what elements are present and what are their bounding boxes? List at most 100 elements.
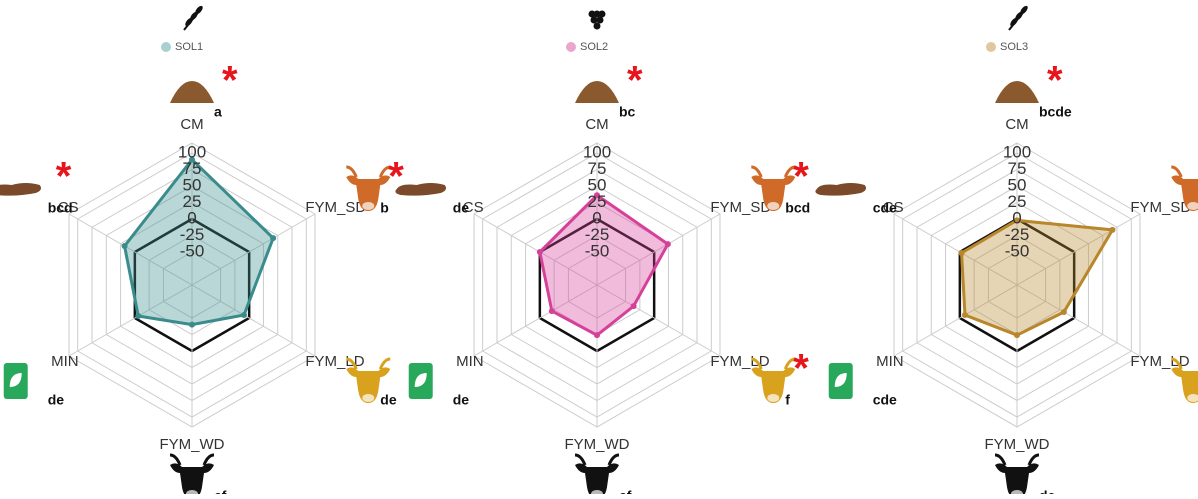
r-tick-label: 0 [1012,208,1021,227]
r-tick-label: 25 [1008,192,1027,211]
r-tick-label: -25 [1005,225,1030,244]
significance-mark: * [1047,59,1063,103]
significance-letter: b [380,200,389,216]
category-label: FYM_WD [565,436,630,453]
data-point [189,321,195,328]
icon [9,373,22,387]
category-label: FYM_WD [160,436,225,453]
significance-mark: * [793,155,809,199]
icon [995,463,1039,499]
icon [751,165,796,178]
category-label: CS [463,199,484,216]
icon [751,367,796,403]
data-point [536,249,543,255]
spoke [1016,284,1141,357]
category-label: MIN [51,353,79,370]
icon [346,175,391,211]
significance-letter: de [453,200,470,216]
icon [994,453,1040,466]
significance-mark: * [222,59,238,103]
significance-letter: de [48,392,65,408]
significance-letter: bcde [1039,104,1072,120]
legend-swatch [986,42,996,52]
r-tick-label: 0 [592,208,601,227]
r-tick-label: 50 [183,175,202,194]
icon [414,373,427,387]
icon [834,373,847,387]
data-point [1014,332,1020,339]
significance-letter: f [785,392,790,408]
data-point [664,241,671,248]
r-tick-label: 25 [588,192,607,211]
legend-swatch [161,42,171,52]
category-label: CS [883,199,904,216]
spoke [893,213,1018,286]
data-point [630,303,637,310]
r-tick-label: 50 [1008,175,1027,194]
icon [588,10,596,18]
data-point [1109,226,1116,233]
data-point [594,332,600,339]
icon [596,16,604,24]
data-point [1060,309,1067,316]
category-label: CM [1005,116,1028,133]
icon [598,10,606,18]
icon [346,357,391,370]
icon [593,10,601,18]
significance-letter: bcd [48,200,73,216]
spoke [893,284,1018,357]
spoke [596,284,721,357]
spoke [1016,213,1141,286]
icon [1171,357,1183,370]
legend-label: SOL2 [580,41,608,53]
significance-letter: ef [619,488,632,494]
icon [767,394,780,402]
icon [574,453,620,466]
significance-letter: ef [214,488,227,494]
icon [575,81,619,103]
category-label: FYM_SD [305,199,366,216]
data-point [241,312,248,319]
data-point [958,249,965,256]
category-label: FYM_SD [1130,199,1191,216]
category-label: FYM_LD [710,353,769,370]
icon [170,81,214,103]
category-label: CM [180,116,203,133]
r-tick-label: -50 [180,241,205,260]
data-point [1014,217,1020,224]
r-tick-label: 75 [1008,159,1027,178]
data-point [189,156,195,163]
icon [751,357,796,370]
r-tick-label: 100 [583,142,611,161]
icon [0,183,42,196]
data-point [594,192,600,199]
category-label: FYM_WD [985,436,1050,453]
significance-letter: de [453,392,470,408]
icon [1187,394,1198,402]
r-tick-label: -25 [585,225,610,244]
significance-mark: * [793,347,809,391]
r-tick-label: -50 [1005,241,1030,260]
spoke [68,213,193,286]
spoke [68,284,193,357]
data-point [135,313,142,320]
icon [1171,165,1183,178]
icon [1171,175,1198,211]
icon [362,202,375,210]
category-label: FYM_LD [1130,353,1189,370]
significance-letter: bcd [785,200,810,216]
significance-letter: de [1039,488,1056,494]
category-label: FYM_SD [710,199,771,216]
legend-swatch [566,42,576,52]
legend-label: SOL1 [175,41,203,53]
icon [1187,202,1198,210]
spoke [596,213,721,286]
category-label: CS [58,199,79,216]
category-label: FYM_LD [305,353,364,370]
icon [575,463,619,499]
r-tick-label: 25 [183,192,202,211]
icon [995,81,1039,103]
icon [169,453,215,466]
